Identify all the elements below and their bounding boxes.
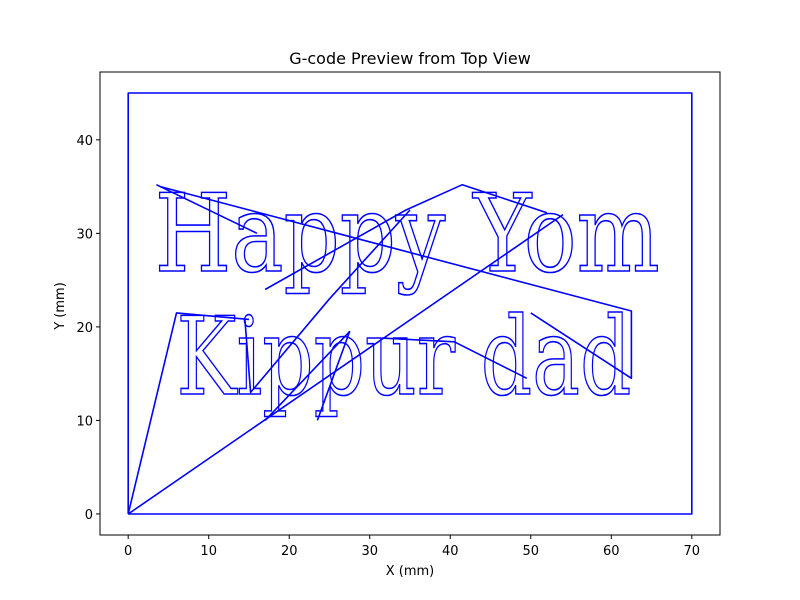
toolpath-line [127,312,250,515]
engraved-text-outline: Happy Yom [155,172,660,297]
x-tick-label: 60 [603,544,620,559]
y-axis-label: Y (mm) [53,282,68,331]
y-tick-label: 40 [76,134,93,149]
x-tick-label: 10 [200,544,217,559]
x-tick-label: 70 [684,544,701,559]
x-tick-label: 40 [442,544,459,559]
toolpath-line [328,209,411,300]
y-tick-label: 10 [76,414,93,429]
x-axis-label: X (mm) [386,564,435,579]
plot-area: 0 10 20 30 40 50 60 70 0 10 20 30 40 Happy YomKippur … [76,71,721,559]
toolpath-line [264,330,351,421]
y-tick-label: 0 [85,508,93,523]
y-tick-label: 30 [76,227,93,242]
engraved-text-outline: Kippur dad [176,295,631,420]
toolpath-line [156,183,258,235]
x-tick-label: 50 [523,544,540,559]
toolpath-line [127,92,693,515]
toolpath-line [127,213,564,515]
chart-title: G-code Preview from Top View [289,49,531,68]
x-tick-label: 0 [124,544,132,559]
toolpath-line [244,298,331,394]
y-tick-label: 20 [76,321,93,336]
toolpath-line [381,337,528,380]
x-tick-label: 30 [361,544,378,559]
x-tick-label: 20 [281,544,298,559]
toolpath-line [264,183,548,291]
plot-frame [99,71,721,536]
toolpath-line [160,185,633,380]
